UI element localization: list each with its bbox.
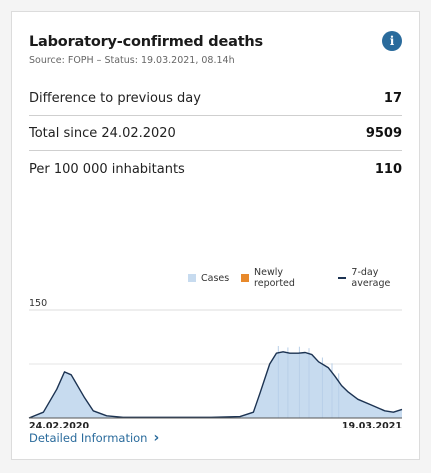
cases-swatch-icon xyxy=(188,274,196,282)
deaths-card: Laboratory-confirmed deaths Source: FOPH… xyxy=(11,11,420,460)
average-line xyxy=(28,351,403,419)
detailed-information-label: Detailed Information xyxy=(29,431,148,445)
stat-row-total: Total since 24.02.2020 9509 xyxy=(29,117,402,151)
y-tick-label: 150 xyxy=(29,298,47,309)
card-source: Source: FOPH – Status: 19.03.2021, 08.14… xyxy=(29,55,235,66)
stat-label: Difference to previous day xyxy=(29,91,201,106)
card-title: Laboratory-confirmed deaths xyxy=(29,34,263,50)
info-icon[interactable]: i xyxy=(382,31,402,51)
cases-area xyxy=(29,351,402,418)
deaths-chart: 150 24.02.2020 19.03.2021 xyxy=(28,298,403,428)
legend-label-newly-reported: Newly reported xyxy=(254,267,295,289)
legend-label-cases: Cases xyxy=(201,272,230,284)
legend-label-7-day-average: 7-day average xyxy=(351,267,391,289)
stat-row-per-inhabitants: Per 100 000 inhabitants 110 xyxy=(29,152,402,186)
chevron-right-icon: › xyxy=(153,430,160,446)
detailed-information-link[interactable]: Detailed Information › xyxy=(29,431,159,445)
stat-label: Per 100 000 inhabitants xyxy=(29,161,185,177)
stat-value: 9509 xyxy=(365,126,402,141)
legend-item-newly-reported[interactable]: Newly reported xyxy=(241,267,325,289)
stat-label: Total since 24.02.2020 xyxy=(29,126,176,141)
stat-value: 110 xyxy=(374,161,402,177)
average-line-swatch-icon xyxy=(337,277,347,279)
chart-legend: Cases Newly reported 7-day average xyxy=(188,267,419,289)
legend-item-7-day-average[interactable]: 7-day average xyxy=(337,267,419,289)
newly-reported-swatch-icon xyxy=(241,274,250,282)
x-tick-label: 19.03.2021 xyxy=(342,421,402,428)
legend-item-cases[interactable]: Cases xyxy=(188,273,229,284)
stat-value: 17 xyxy=(383,91,402,106)
stat-row-difference: Difference to previous day 17 xyxy=(29,82,402,116)
x-tick-label: 24.02.2020 xyxy=(29,421,89,428)
